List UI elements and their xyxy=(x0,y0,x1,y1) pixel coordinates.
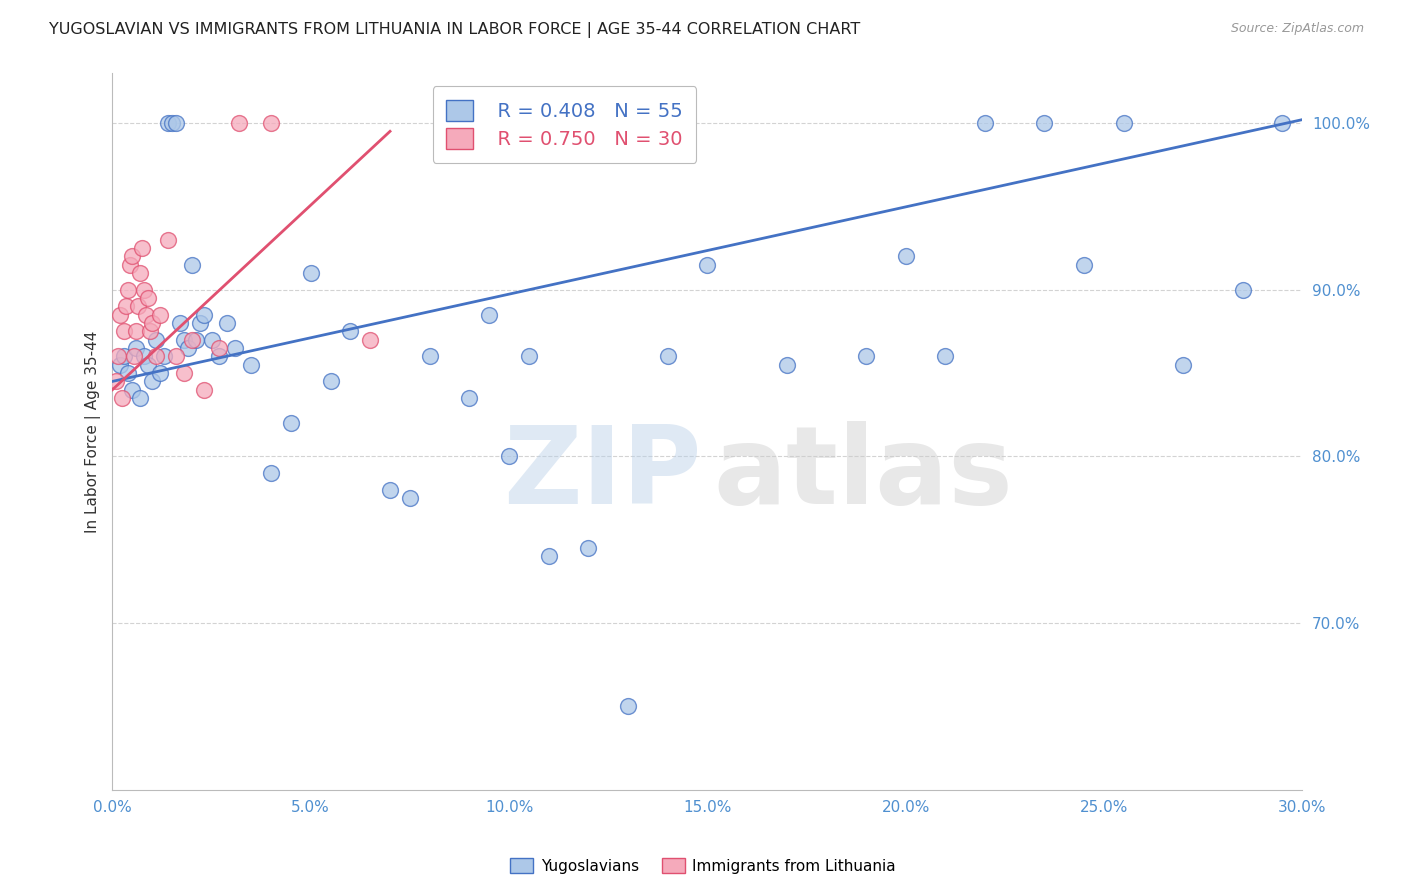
Point xyxy=(498,450,520,464)
Point xyxy=(188,316,211,330)
Point xyxy=(934,350,956,364)
Point xyxy=(149,308,172,322)
Point xyxy=(165,116,187,130)
Point xyxy=(173,366,195,380)
Legend:   R = 0.408   N = 55,   R = 0.750   N = 30: R = 0.408 N = 55, R = 0.750 N = 30 xyxy=(433,87,696,162)
Point xyxy=(339,325,361,339)
Point xyxy=(110,358,132,372)
Point xyxy=(105,375,128,389)
Point xyxy=(120,258,142,272)
Point xyxy=(193,308,215,322)
Point xyxy=(136,358,159,372)
Point xyxy=(1073,258,1095,272)
Point xyxy=(1232,283,1254,297)
Point xyxy=(112,350,135,364)
Point xyxy=(136,291,159,305)
Point xyxy=(149,366,172,380)
Point xyxy=(122,350,145,364)
Point xyxy=(419,350,441,364)
Point xyxy=(1033,116,1056,130)
Point xyxy=(696,258,718,272)
Point xyxy=(117,283,139,297)
Point xyxy=(193,383,215,397)
Point xyxy=(1271,116,1294,130)
Point xyxy=(135,308,157,322)
Point xyxy=(855,350,877,364)
Point xyxy=(200,333,222,347)
Point xyxy=(134,350,156,364)
Point xyxy=(1112,116,1135,130)
Point xyxy=(117,366,139,380)
Point xyxy=(217,316,239,330)
Point xyxy=(141,375,163,389)
Legend: Yugoslavians, Immigrants from Lithuania: Yugoslavians, Immigrants from Lithuania xyxy=(503,852,903,880)
Text: ZIP: ZIP xyxy=(503,421,702,527)
Point xyxy=(129,391,152,405)
Y-axis label: In Labor Force | Age 35-44: In Labor Force | Age 35-44 xyxy=(86,330,101,533)
Point xyxy=(517,350,540,364)
Point xyxy=(260,116,283,130)
Point xyxy=(107,350,129,364)
Point xyxy=(576,541,599,555)
Point xyxy=(111,391,134,405)
Point xyxy=(127,299,149,313)
Point xyxy=(129,266,152,280)
Point xyxy=(399,491,422,505)
Point xyxy=(299,266,322,280)
Point xyxy=(180,258,202,272)
Point xyxy=(121,249,143,263)
Point xyxy=(974,116,997,130)
Point xyxy=(478,308,501,322)
Point xyxy=(145,350,167,364)
Point xyxy=(156,233,179,247)
Point xyxy=(378,483,401,497)
Point xyxy=(125,325,148,339)
Text: Source: ZipAtlas.com: Source: ZipAtlas.com xyxy=(1230,22,1364,36)
Point xyxy=(141,316,163,330)
Point xyxy=(110,308,132,322)
Point xyxy=(617,699,640,714)
Point xyxy=(173,333,195,347)
Point xyxy=(125,341,148,355)
Point xyxy=(228,116,250,130)
Point xyxy=(208,341,231,355)
Point xyxy=(160,116,183,130)
Point xyxy=(112,325,135,339)
Point xyxy=(156,116,179,130)
Point xyxy=(458,391,481,405)
Point xyxy=(260,466,283,480)
Point xyxy=(169,316,191,330)
Point xyxy=(145,333,167,347)
Point xyxy=(280,416,302,430)
Point xyxy=(139,325,162,339)
Point xyxy=(184,333,207,347)
Point xyxy=(177,341,200,355)
Point xyxy=(165,350,187,364)
Point xyxy=(121,383,143,397)
Point xyxy=(359,333,381,347)
Point xyxy=(180,333,202,347)
Text: YUGOSLAVIAN VS IMMIGRANTS FROM LITHUANIA IN LABOR FORCE | AGE 35-44 CORRELATION : YUGOSLAVIAN VS IMMIGRANTS FROM LITHUANIA… xyxy=(49,22,860,38)
Point xyxy=(134,283,156,297)
Point xyxy=(115,299,138,313)
Point xyxy=(319,375,342,389)
Point xyxy=(131,241,153,255)
Point xyxy=(657,350,679,364)
Point xyxy=(240,358,263,372)
Point xyxy=(153,350,176,364)
Point xyxy=(224,341,246,355)
Point xyxy=(537,549,560,564)
Point xyxy=(894,249,917,263)
Point xyxy=(775,358,797,372)
Point xyxy=(1173,358,1195,372)
Text: atlas: atlas xyxy=(713,421,1012,527)
Point xyxy=(208,350,231,364)
